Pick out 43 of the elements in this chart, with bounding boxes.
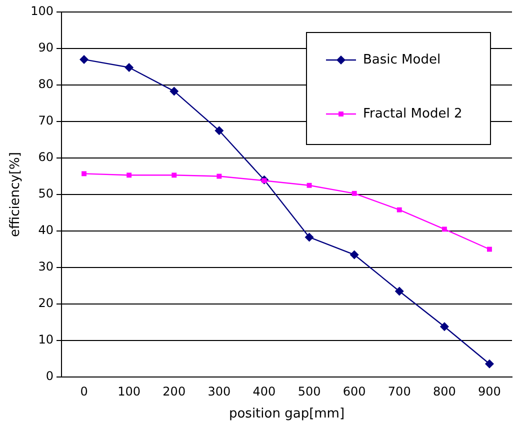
- legend-label: Fractal Model 2: [363, 106, 462, 122]
- point: [124, 62, 134, 72]
- x-tick-label: 700: [388, 384, 411, 398]
- point: [306, 182, 312, 188]
- y-tick-label: 10: [38, 332, 54, 347]
- point: [394, 286, 404, 296]
- x-tick-label: 800: [432, 384, 456, 398]
- x-tick-label: 0: [80, 384, 88, 398]
- y-tick-label: 100: [30, 4, 54, 18]
- x-tick-label: 400: [252, 384, 276, 398]
- x-tick-label: 600: [342, 384, 366, 398]
- y-tick-label: 80: [38, 77, 54, 92]
- point: [216, 174, 222, 179]
- point: [172, 172, 177, 178]
- y-tick-label: 60: [38, 150, 54, 164]
- legend-label: Basic Model: [363, 52, 441, 68]
- y-tick-label: 0: [46, 369, 54, 384]
- point: [214, 126, 224, 136]
- point: [440, 322, 449, 332]
- y-tick-label: 30: [38, 260, 54, 274]
- y-tick-label: 50: [38, 186, 54, 201]
- y-tick-label: 90: [38, 40, 54, 55]
- y-tick-label: 20: [38, 296, 54, 310]
- x-axis-title: position gap[mm]: [228, 406, 345, 422]
- x-tick-label: 100: [118, 384, 141, 398]
- point: [396, 207, 402, 212]
- y-tick-label: 40: [38, 223, 54, 238]
- y-tick-label: 70: [38, 114, 54, 128]
- point: [352, 190, 357, 196]
- point: [350, 250, 359, 260]
- point: [126, 172, 132, 178]
- point: [442, 226, 447, 232]
- point: [304, 232, 314, 242]
- x-tick-label: 900: [478, 384, 501, 398]
- x-tick-label: 500: [298, 384, 321, 398]
- point: [82, 171, 87, 176]
- x-tick-label: 300: [208, 384, 231, 398]
- point: [170, 86, 179, 96]
- point: [80, 54, 89, 64]
- y-axis-title: efficiency[%]: [8, 152, 24, 237]
- x-tick-label: 200: [162, 384, 186, 398]
- point: [484, 359, 494, 368]
- point: [487, 246, 492, 252]
